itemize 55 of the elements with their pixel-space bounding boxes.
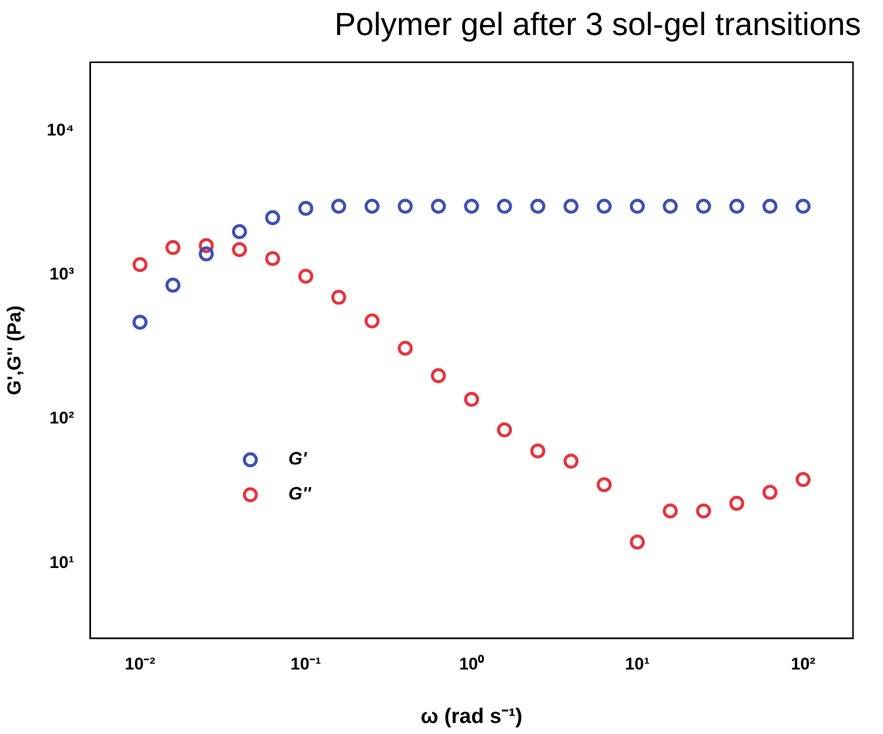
point bbox=[165, 278, 180, 293]
point bbox=[696, 503, 712, 518]
point bbox=[430, 198, 446, 214]
point bbox=[762, 484, 778, 500]
x-tick-label: 10⁻² bbox=[124, 654, 156, 674]
point bbox=[796, 198, 811, 214]
point bbox=[132, 257, 148, 272]
point bbox=[398, 198, 413, 214]
point bbox=[232, 224, 247, 240]
point bbox=[298, 268, 314, 284]
point bbox=[662, 198, 678, 214]
y-tick-label: 10² bbox=[50, 408, 74, 428]
point bbox=[564, 198, 578, 214]
point bbox=[331, 198, 346, 214]
y-tick-label: 10¹ bbox=[50, 552, 74, 572]
point bbox=[265, 251, 280, 266]
point bbox=[364, 313, 380, 328]
y-tick-label: 10³ bbox=[50, 264, 74, 284]
legend-label: G' bbox=[288, 448, 308, 469]
point bbox=[198, 246, 214, 262]
y-tick-label: 10⁴ bbox=[46, 120, 74, 140]
legend-label: G'' bbox=[288, 484, 312, 504]
x-axis-title: ω (rad s⁻¹) bbox=[420, 705, 522, 728]
x-tick-label: 10² bbox=[790, 654, 816, 674]
point bbox=[729, 198, 744, 214]
point bbox=[464, 198, 480, 214]
point bbox=[364, 198, 380, 214]
point bbox=[596, 198, 612, 214]
point bbox=[564, 454, 578, 469]
point bbox=[464, 392, 480, 407]
point bbox=[430, 368, 446, 384]
chart-title: Polymer gel after 3 sol-gel transitions bbox=[334, 6, 862, 43]
point bbox=[630, 534, 645, 550]
y-axis-title: G',G'' (Pa) bbox=[4, 306, 26, 396]
point bbox=[331, 290, 346, 305]
point bbox=[232, 242, 247, 258]
point bbox=[596, 477, 612, 492]
point bbox=[696, 198, 712, 214]
x-tick-label: 10⁰ bbox=[459, 654, 484, 674]
point bbox=[630, 198, 645, 214]
point bbox=[398, 340, 413, 356]
point bbox=[265, 210, 280, 226]
point bbox=[298, 200, 314, 216]
point bbox=[496, 422, 512, 438]
x-tick-label: 10¹ bbox=[625, 654, 650, 674]
point bbox=[530, 198, 546, 214]
point bbox=[796, 472, 811, 488]
point bbox=[762, 198, 778, 214]
point bbox=[662, 503, 678, 518]
point bbox=[530, 443, 546, 458]
point bbox=[132, 314, 148, 330]
point bbox=[496, 198, 512, 214]
point bbox=[729, 496, 744, 511]
point bbox=[165, 240, 180, 256]
x-tick-label: 10⁻¹ bbox=[290, 654, 322, 674]
